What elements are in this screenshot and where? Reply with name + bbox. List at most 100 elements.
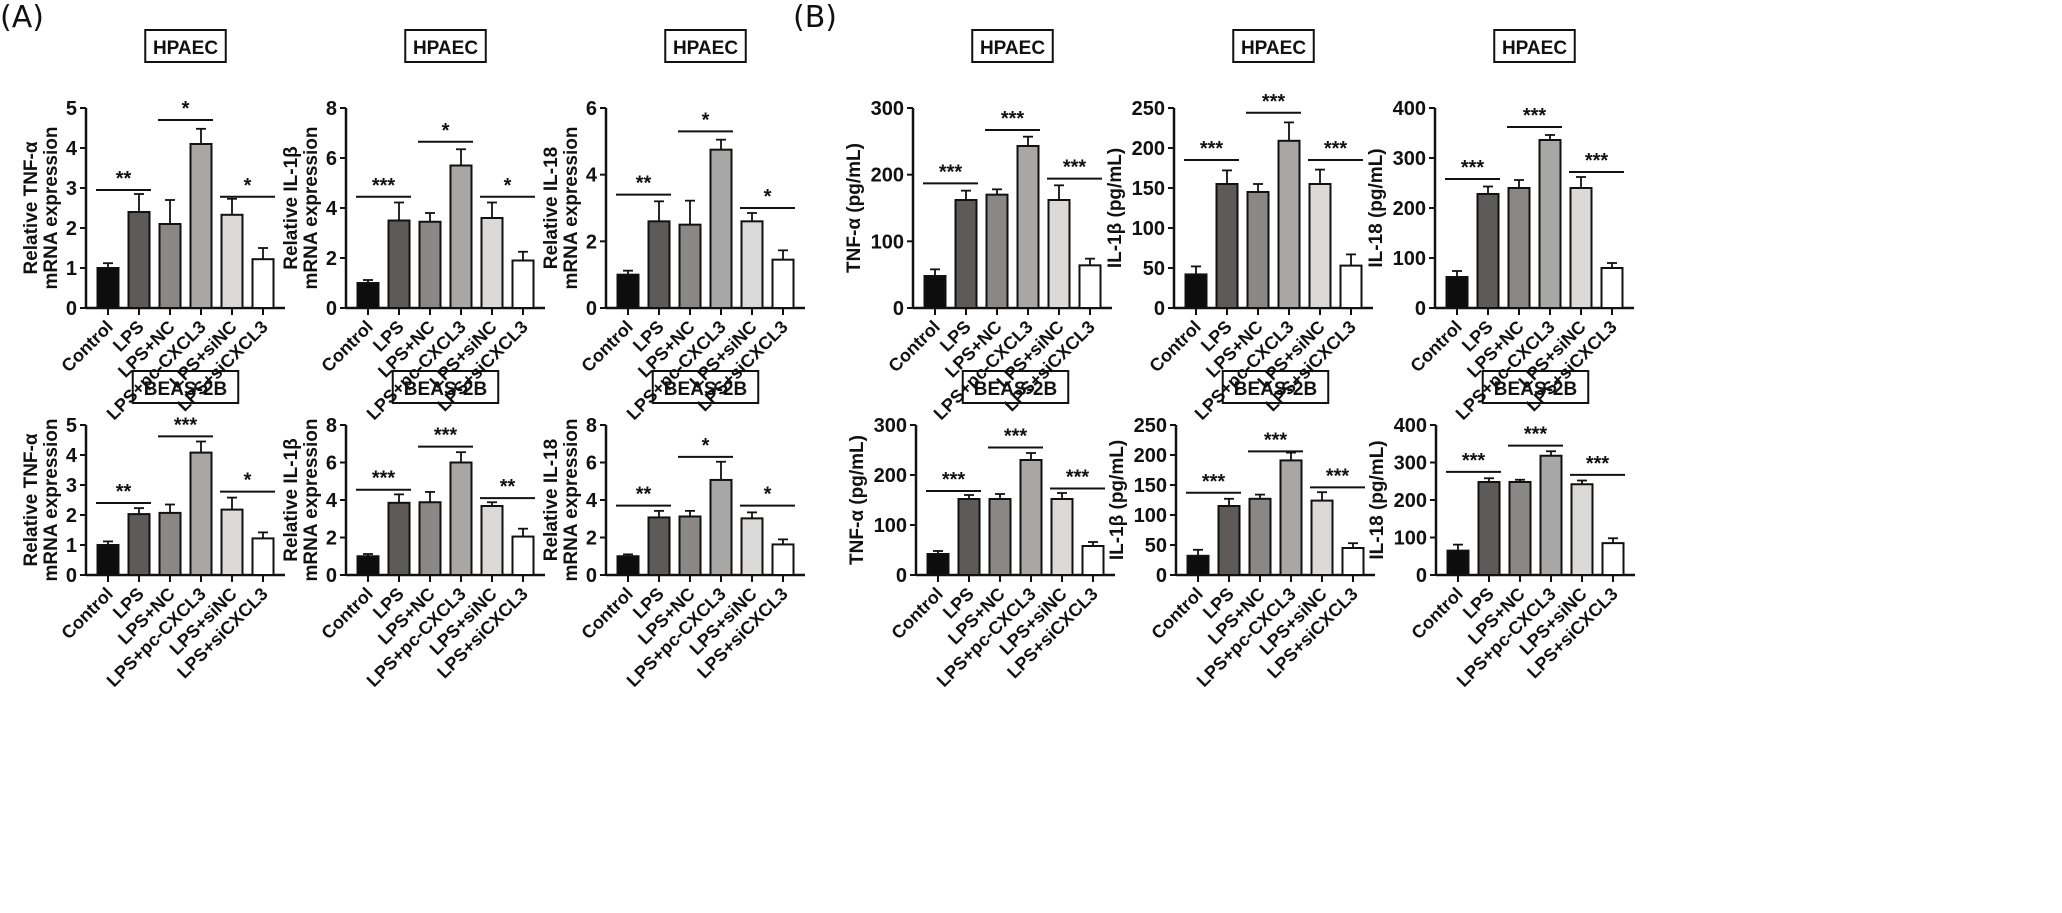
y-axis-label: IL-18 (pg/mL) <box>1366 148 1387 267</box>
y-tick-label: 0 <box>1156 565 1167 587</box>
bar-lps-sicxcl3 <box>1341 547 1365 576</box>
y-tick-label: 200 <box>871 165 904 187</box>
bar-lps-pc-cxcl3 <box>1277 139 1301 309</box>
significance-label: *** <box>1001 108 1025 130</box>
y-tick-label: 300 <box>871 98 904 120</box>
y-tick-label: 6 <box>586 453 597 475</box>
y-tick-label: 1 <box>66 258 77 280</box>
y-tick-label: 0 <box>66 565 77 587</box>
significance-label: *** <box>434 425 458 447</box>
bar-lps <box>127 513 151 576</box>
y-axis-label: IL-1β (pg/mL) <box>1105 148 1126 268</box>
bar-lps-sinc <box>740 220 764 309</box>
chart-a-hpaec-il1b: HPAEC 0 2 4 6 8 Relative IL-1β mRNA expression C… <box>281 29 545 424</box>
chart-title: BEAS-2B <box>1494 379 1577 400</box>
significance-label: *** <box>942 469 966 491</box>
y-axis-label: mRNA expression <box>301 127 322 290</box>
y-tick-label: 0 <box>326 298 337 320</box>
chart-title: BEAS-2B <box>974 379 1057 400</box>
bar-lps-sicxcl3 <box>511 535 535 576</box>
y-tick-label: 50 <box>1145 535 1167 557</box>
significance-label: *** <box>1262 91 1286 113</box>
significance-label: *** <box>1063 157 1087 179</box>
bar-lps-pc-cxcl3 <box>1016 145 1040 309</box>
chart-title-box <box>651 370 760 404</box>
bar-control <box>96 267 120 309</box>
bar-lps <box>647 516 671 576</box>
x-tick-label: Control <box>57 584 116 643</box>
significance-label: ** <box>636 484 652 506</box>
bar-lps-sinc <box>1047 199 1071 309</box>
y-axis-label: mRNA expression <box>561 419 582 582</box>
significance-label: *** <box>1462 450 1486 472</box>
x-tick-label: Control <box>317 584 376 643</box>
significance-label: *** <box>174 414 198 436</box>
significance-label: *** <box>1066 467 1090 489</box>
y-tick-label: 50 <box>1143 258 1165 280</box>
significance-label: *** <box>1326 465 1350 487</box>
chart-title-box <box>131 370 240 404</box>
chart-b-beas2b-il1b: BEAS-2B 0 50 100 150 200 250 IL-1β (pg/mL) Contr… <box>1107 370 1375 691</box>
significance-label: *** <box>1202 471 1226 493</box>
y-axis-label: Relative TNF-α <box>21 141 42 274</box>
y-axis-label: mRNA expression <box>561 127 582 290</box>
chart-a-beas2b-tnf: BEAS-2B 0 1 2 3 4 5 Relative TNF-α mRNA expressi… <box>21 370 285 691</box>
bar-control <box>1184 273 1208 309</box>
bar-control <box>1445 276 1469 309</box>
y-tick-label: 200 <box>1393 198 1426 220</box>
significance-label: ** <box>636 173 652 195</box>
y-tick-label: 300 <box>1394 453 1427 475</box>
chart-title: HPAEC <box>1241 38 1306 59</box>
chart-a-hpaec-il18: HPAEC 0 2 4 6 Relative IL-18 mRNA expression Co… <box>541 29 805 424</box>
x-tick-label: Control <box>1406 317 1465 376</box>
significance-label: * <box>442 120 450 142</box>
y-tick-label: 3 <box>66 475 77 497</box>
bar-lps-nc <box>418 501 442 576</box>
significance-label: *** <box>372 175 396 197</box>
significance-label: * <box>764 186 772 208</box>
bar-lps-pc-cxcl3 <box>709 148 733 309</box>
x-tick-label: Control <box>1145 317 1204 376</box>
y-tick-label: 200 <box>1132 138 1165 160</box>
bar-lps-sinc <box>1569 187 1593 309</box>
bar-lps-nc <box>1248 497 1272 576</box>
y-tick-label: 6 <box>586 98 597 120</box>
chart-title-box <box>404 29 487 63</box>
y-axis-label: IL-1β (pg/mL) <box>1107 440 1128 560</box>
significance-label: *** <box>1004 426 1028 448</box>
bar-lps-nc <box>985 193 1009 310</box>
x-tick-label: Control <box>1407 584 1466 643</box>
y-tick-label: 100 <box>1393 248 1426 270</box>
bar-lps <box>1217 505 1241 576</box>
x-tick-label: Control <box>317 317 376 376</box>
y-tick-label: 2 <box>66 505 77 527</box>
chart-title-box <box>961 370 1070 404</box>
y-axis-label: IL-18 (pg/mL) <box>1367 440 1388 559</box>
chart-title-box <box>1221 370 1330 404</box>
y-tick-label: 2 <box>586 528 597 550</box>
bar-lps-pc-cxcl3 <box>1279 459 1303 576</box>
y-axis-label: Relative IL-18 <box>541 439 562 562</box>
bar-lps <box>1477 481 1501 576</box>
y-tick-label: 0 <box>1154 298 1165 320</box>
y-tick-label: 400 <box>1394 415 1427 437</box>
bar-control <box>926 553 950 576</box>
significance-label: ** <box>500 476 516 498</box>
significance-label: *** <box>1461 157 1485 179</box>
y-tick-label: 250 <box>1132 98 1165 120</box>
y-tick-label: 1 <box>66 535 77 557</box>
y-tick-label: 4 <box>66 445 78 467</box>
significance-label: * <box>702 109 710 131</box>
y-tick-label: 0 <box>586 298 597 320</box>
chart-title: HPAEC <box>980 38 1045 59</box>
bar-lps-sinc <box>480 505 504 576</box>
bar-lps-pc-cxcl3 <box>449 461 473 576</box>
bar-lps-pc-cxcl3 <box>1019 459 1043 576</box>
chart-title-box <box>144 29 227 63</box>
bar-lps <box>954 199 978 309</box>
bar-lps-nc <box>158 223 182 309</box>
bar-lps-nc <box>988 498 1012 576</box>
bar-lps <box>387 501 411 576</box>
